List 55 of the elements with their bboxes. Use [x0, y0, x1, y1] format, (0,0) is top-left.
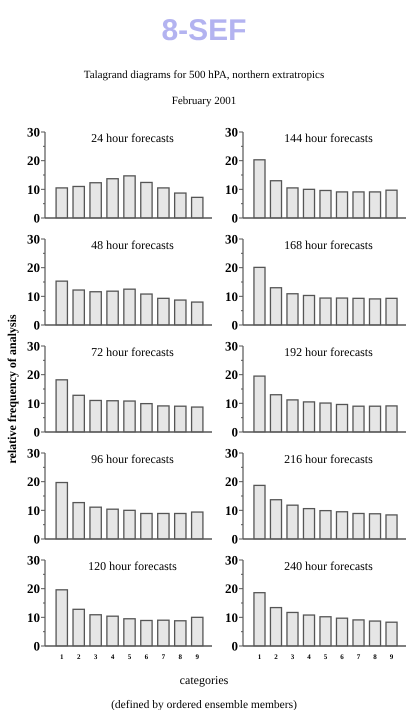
chart-title: 192 hour forecasts: [284, 345, 374, 359]
y-tick-label: 10: [27, 182, 40, 197]
y-tick-label: 30: [225, 552, 238, 568]
chart-title: 168 hour forecasts: [284, 238, 374, 252]
y-tick-label: 10: [225, 502, 238, 518]
chart-title: 48 hour forecasts: [91, 238, 174, 252]
y-tick-label: 30: [225, 124, 238, 140]
y-tick-label: 0: [34, 318, 40, 333]
text: 8-SEF: [161, 14, 247, 47]
y-tick-label: 0: [232, 638, 238, 654]
y-tick-label: 0: [232, 318, 238, 333]
y-tick-label: 30: [225, 232, 238, 247]
chart-title: 120 hour forecasts: [88, 559, 178, 573]
y-tick-label: 0: [34, 210, 40, 226]
y-tick-label: 20: [225, 260, 238, 276]
y-tick-label: 20: [27, 474, 40, 490]
text: Talagrand diagrams for 500 hPA, northern extratropics: [84, 69, 324, 81]
y-tick-label: 30: [27, 232, 40, 247]
y-tick-label: 30: [225, 446, 238, 461]
y-tick-label: 20: [27, 367, 40, 382]
y-tick-label: 20: [225, 367, 238, 382]
y-tick-label: 10: [27, 396, 40, 411]
y-tick-label: 10: [225, 288, 238, 304]
chart-title: 24 hour forecasts: [91, 131, 174, 145]
chart-title: 216 hour forecasts: [284, 452, 374, 466]
chart-title: 240 hour forecasts: [284, 559, 374, 573]
y-tick-label: 0: [34, 532, 40, 547]
y-tick-label: 10: [225, 182, 238, 197]
y-axis-title: relative frequency of analysis: [5, 314, 19, 464]
y-tick-label: 0: [232, 210, 238, 226]
y-tick-label: 0: [232, 424, 238, 440]
text: February 2001: [172, 95, 236, 107]
y-tick-label: 30: [225, 338, 238, 354]
y-tick-label: 30: [27, 446, 40, 461]
y-tick-label: 20: [225, 581, 238, 596]
y-tick-label: 30: [27, 338, 40, 354]
y-tick-label: 10: [225, 396, 238, 411]
x-axis-title: categories: [180, 673, 229, 687]
chart-title: 96 hour forecasts: [91, 452, 174, 466]
y-tick-label: 20: [27, 260, 40, 276]
y-tick-label: 20: [225, 153, 238, 168]
chart-title: 144 hour forecasts: [284, 131, 374, 145]
y-tick-label: 10: [27, 610, 40, 625]
y-tick-label: 0: [232, 532, 238, 547]
y-tick-label: 20: [225, 474, 238, 490]
y-tick-label: 20: [27, 581, 40, 596]
y-tick-label: 0: [34, 638, 40, 654]
y-tick-label: 0: [34, 424, 40, 440]
y-tick-label: 20: [27, 153, 40, 168]
y-tick-label: 30: [27, 552, 40, 568]
chart-title: 72 hour forecasts: [91, 345, 174, 359]
y-tick-label: 10: [27, 502, 40, 518]
y-tick-label: 10: [225, 610, 238, 625]
y-tick-label: 10: [27, 288, 40, 304]
y-tick-label: 30: [27, 124, 40, 140]
